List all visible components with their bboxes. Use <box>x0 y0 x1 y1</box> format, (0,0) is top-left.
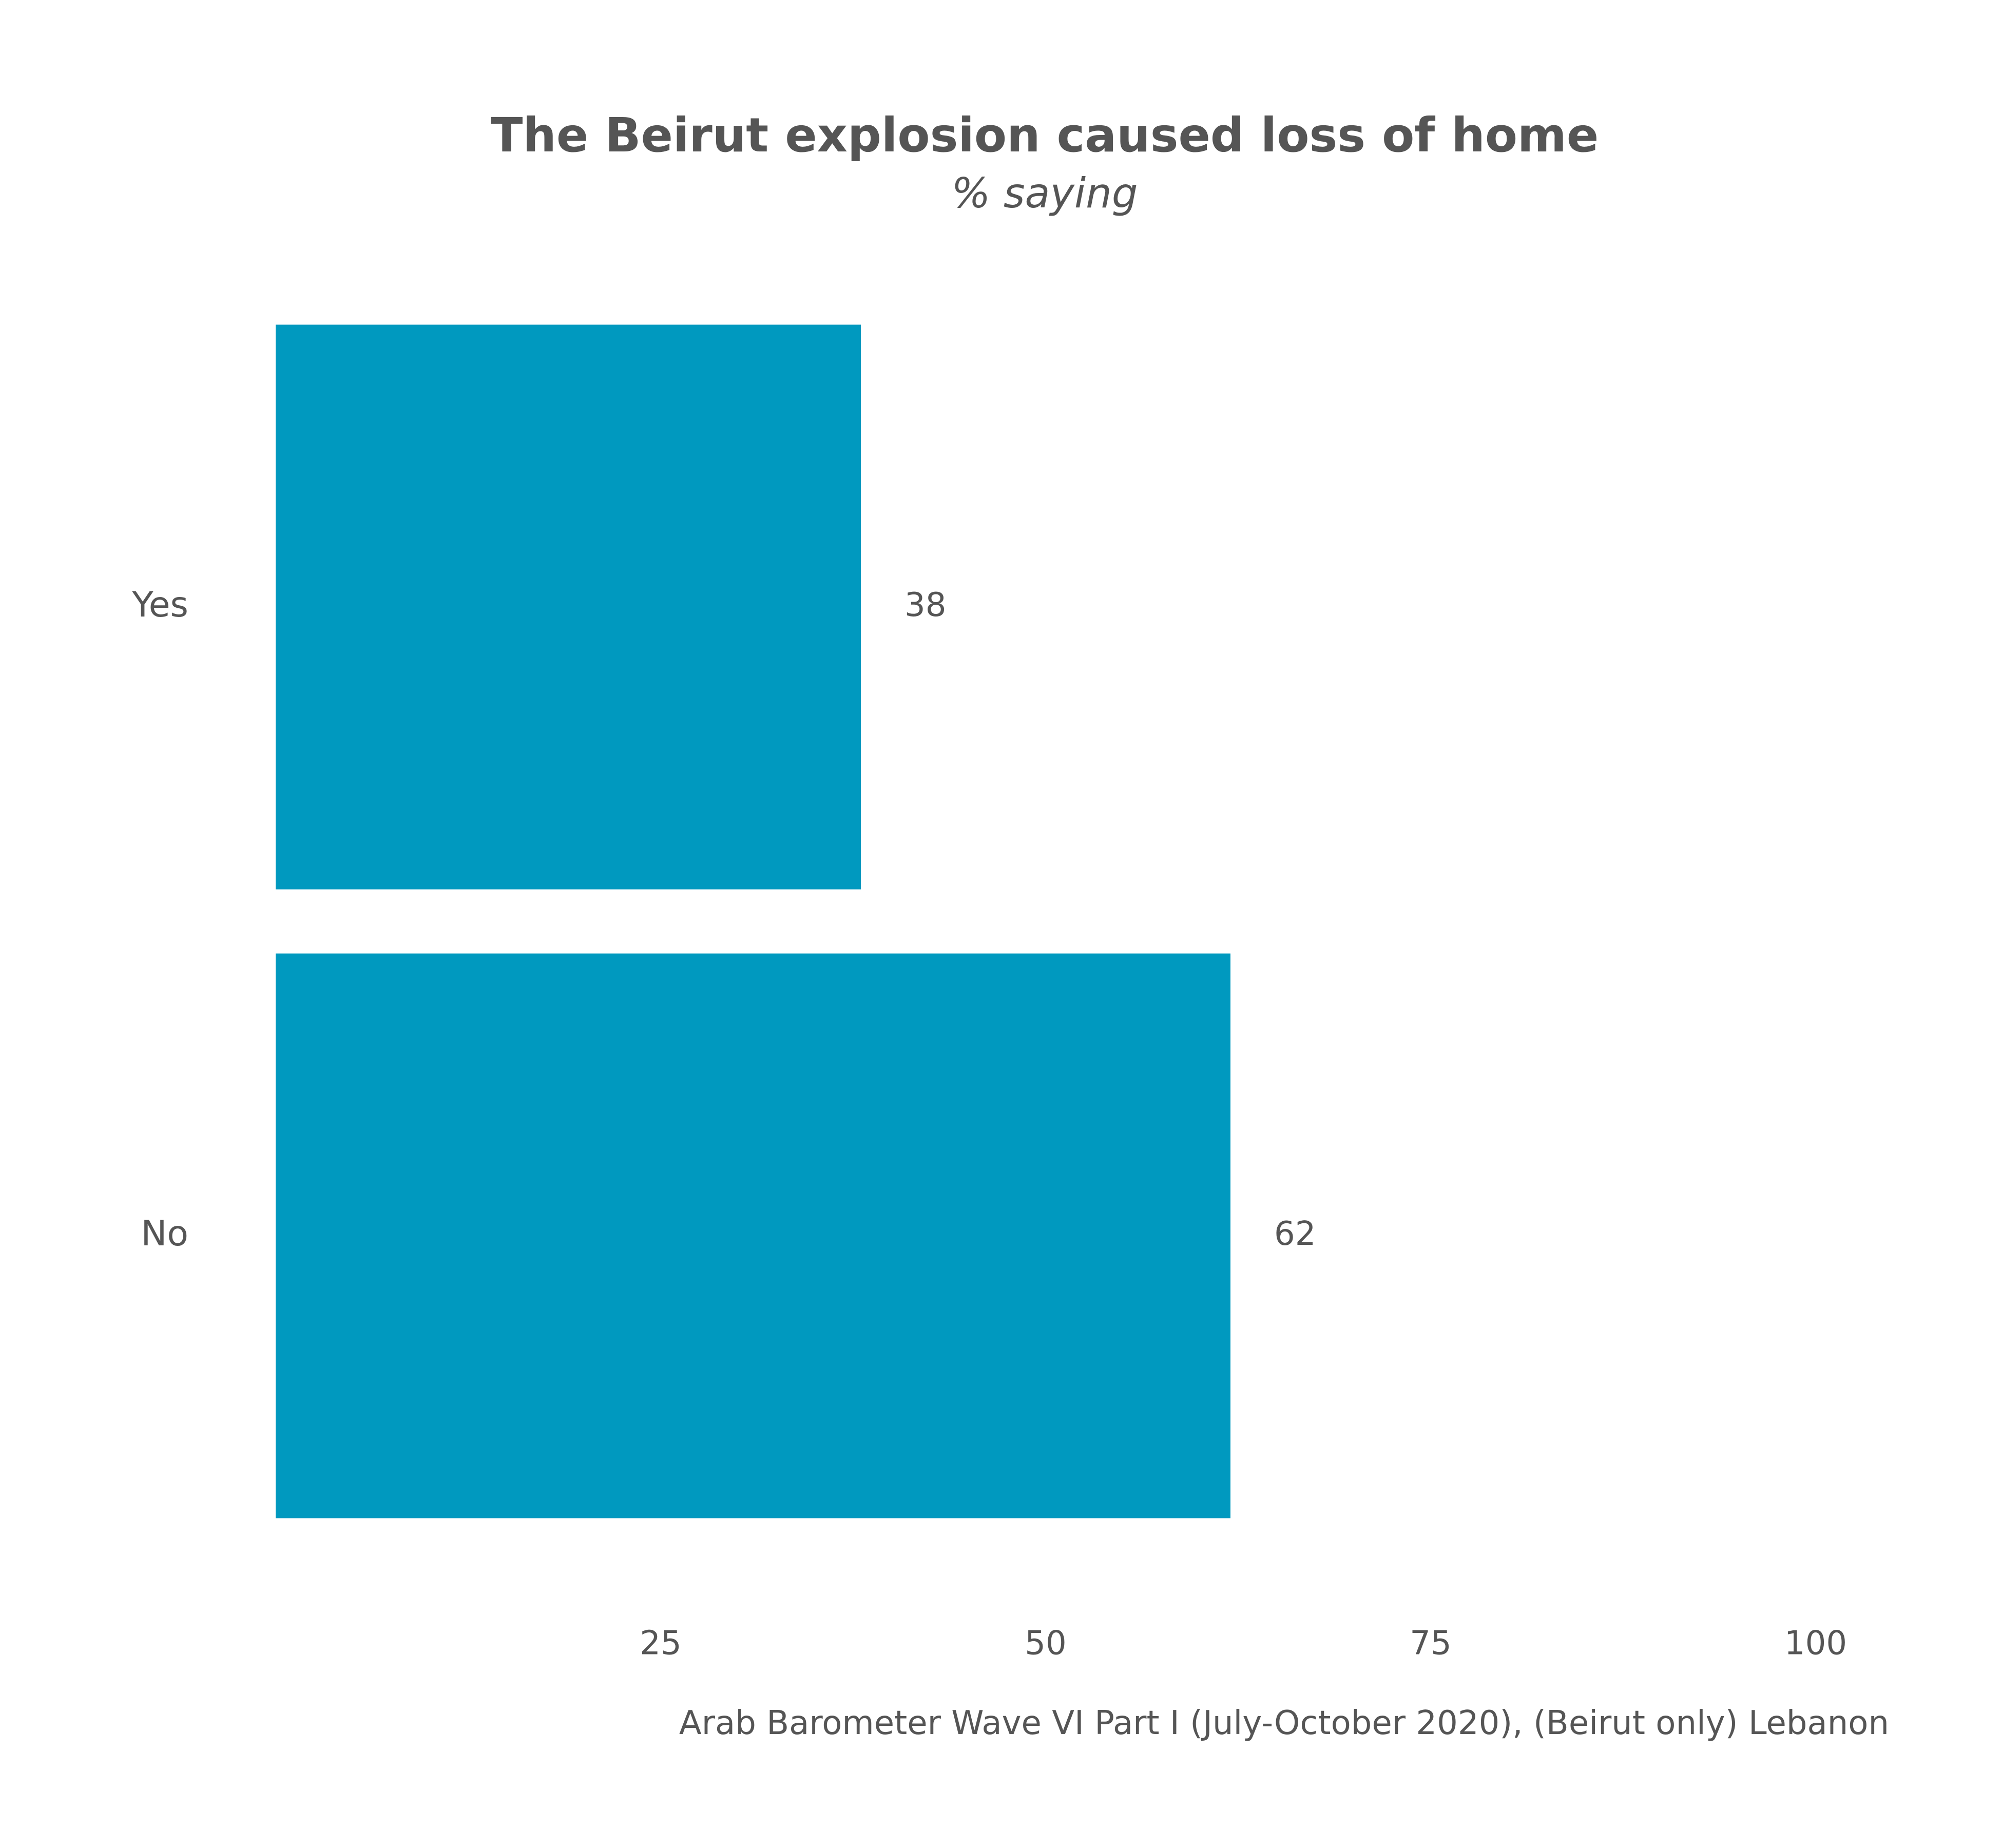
x-tick-label-25: 25 <box>640 1625 681 1663</box>
chart-subtitle: % saying <box>951 169 1138 217</box>
x-tick-label-75: 75 <box>1410 1625 1451 1663</box>
category-label-no: No <box>141 1214 188 1254</box>
chart-title: The Beirut explosion caused loss of home <box>490 108 1599 163</box>
value-label-yes: 38 <box>904 586 946 624</box>
category-labels-layer: Yes No <box>131 585 188 1254</box>
bar-yes <box>276 324 861 890</box>
value-labels-layer: 38 62 <box>904 586 1316 1253</box>
chart-caption: Arab Barometer Wave VI Part I (July-Octo… <box>679 1704 1889 1742</box>
bars-layer <box>276 324 1230 1518</box>
category-label-yes: Yes <box>131 585 188 625</box>
x-axis-ticks-layer: 25 50 75 100 <box>640 1625 1847 1663</box>
bar-no <box>276 953 1230 1518</box>
x-tick-label-50: 50 <box>1025 1625 1066 1663</box>
value-label-no: 62 <box>1274 1215 1316 1253</box>
x-tick-label-100: 100 <box>1784 1625 1847 1663</box>
